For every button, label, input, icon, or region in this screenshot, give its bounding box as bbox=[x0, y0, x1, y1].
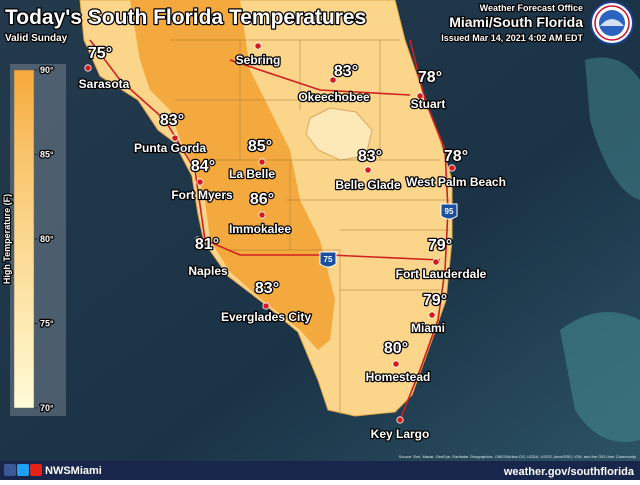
city-temp: 78° bbox=[444, 148, 468, 165]
city-name: Immokalee bbox=[229, 222, 291, 236]
city-dot bbox=[416, 92, 424, 100]
city-dot bbox=[392, 360, 400, 368]
city-temp: 83° bbox=[334, 63, 358, 80]
city-dot bbox=[254, 42, 262, 50]
legend-tick-label: 80° bbox=[40, 234, 54, 244]
city-dot bbox=[258, 158, 266, 166]
shield-95: 95 bbox=[440, 203, 458, 220]
lake-okeechobee bbox=[305, 107, 373, 161]
twitter-icon bbox=[17, 464, 29, 476]
legend-tick-label: 90° bbox=[40, 65, 54, 75]
city-temp: 83° bbox=[255, 280, 279, 297]
cities: 75° Sarasota Sebring 83° Okeechobee 78° Stuart… bbox=[77, 42, 507, 442]
office-label: Weather Forecast Office bbox=[480, 3, 583, 13]
city-temp: 83° bbox=[160, 112, 184, 129]
city-name: Key Largo bbox=[371, 427, 430, 441]
city-dot bbox=[171, 134, 179, 142]
footer-handle: NWSMiami bbox=[45, 465, 102, 477]
city-dot bbox=[428, 311, 436, 319]
city-dot bbox=[329, 76, 337, 84]
city-temp: 86° bbox=[250, 191, 274, 208]
legend-tick-label: 75° bbox=[40, 319, 54, 329]
city-temp: 81° bbox=[195, 236, 219, 253]
legend-title: High Temperature (F) bbox=[2, 194, 12, 284]
city-dot bbox=[396, 416, 404, 424]
legend-bar bbox=[13, 69, 35, 409]
shield-label: 95 bbox=[445, 207, 454, 216]
bahamas-shoal bbox=[585, 57, 640, 200]
city-name: Naples bbox=[188, 264, 228, 278]
youtube-icon bbox=[30, 464, 42, 476]
city-name: La Belle bbox=[229, 167, 275, 181]
city-name: Miami bbox=[411, 321, 445, 335]
city-temp: 79° bbox=[428, 237, 452, 254]
footer-bar bbox=[0, 461, 640, 480]
city-temp: 75° bbox=[88, 45, 112, 62]
legend-tick-label: 70° bbox=[40, 403, 54, 413]
city-temp: 85° bbox=[248, 138, 272, 155]
issued: Issued Mar 14, 2021 4:02 AM EDT bbox=[441, 33, 583, 43]
city-temp: 84° bbox=[191, 158, 215, 175]
city-dot bbox=[432, 258, 440, 266]
city-dot bbox=[448, 164, 456, 172]
subtitle: Valid Sunday bbox=[5, 33, 68, 44]
shield-75: 75 bbox=[319, 251, 337, 268]
city-name: Stuart bbox=[411, 97, 446, 111]
city-name: Everglades City bbox=[221, 310, 311, 324]
nws-logo bbox=[590, 1, 634, 45]
city-name: Okeechobee bbox=[298, 90, 370, 104]
city-name: Belle Glade bbox=[335, 178, 401, 192]
county-lines bbox=[170, 39, 450, 415]
city-temp: 79° bbox=[423, 292, 447, 309]
city-dot bbox=[196, 178, 204, 186]
city-name: Fort Lauderdale bbox=[396, 267, 487, 281]
shield-label: 75 bbox=[324, 255, 333, 264]
office: Miami/South Florida bbox=[449, 14, 583, 30]
facebook-icon bbox=[4, 464, 16, 476]
city-dot bbox=[194, 236, 202, 244]
city-name: Fort Myers bbox=[171, 188, 233, 202]
title: Today's South Florida Temperatures bbox=[5, 6, 366, 29]
city-name: Sebring bbox=[236, 53, 281, 67]
city-name: West Palm Beach bbox=[406, 175, 506, 189]
legend-tick-label: 85° bbox=[40, 150, 54, 160]
city-temp: 83° bbox=[358, 148, 382, 165]
legend-ticks: 90° 85° 80° 75° 70° bbox=[34, 64, 55, 414]
city-dot bbox=[84, 64, 92, 72]
city-name: Punta Gorda bbox=[134, 141, 206, 155]
city-name: Homestead bbox=[366, 370, 431, 384]
attribution: Source: Esri, Maxar, GeoEye, Earthstar G… bbox=[399, 454, 636, 459]
footer-url: weather.gov/southflorida bbox=[503, 466, 635, 478]
city-dot bbox=[258, 211, 266, 219]
bahamas-shoal bbox=[560, 312, 640, 442]
city-name: Sarasota bbox=[79, 77, 130, 91]
warm-zone bbox=[130, 0, 335, 350]
city-dot bbox=[262, 302, 270, 310]
city-dot bbox=[364, 166, 372, 174]
city-temp: 78° bbox=[418, 69, 442, 86]
city-temp: 80° bbox=[384, 340, 408, 357]
roads bbox=[89, 39, 449, 421]
